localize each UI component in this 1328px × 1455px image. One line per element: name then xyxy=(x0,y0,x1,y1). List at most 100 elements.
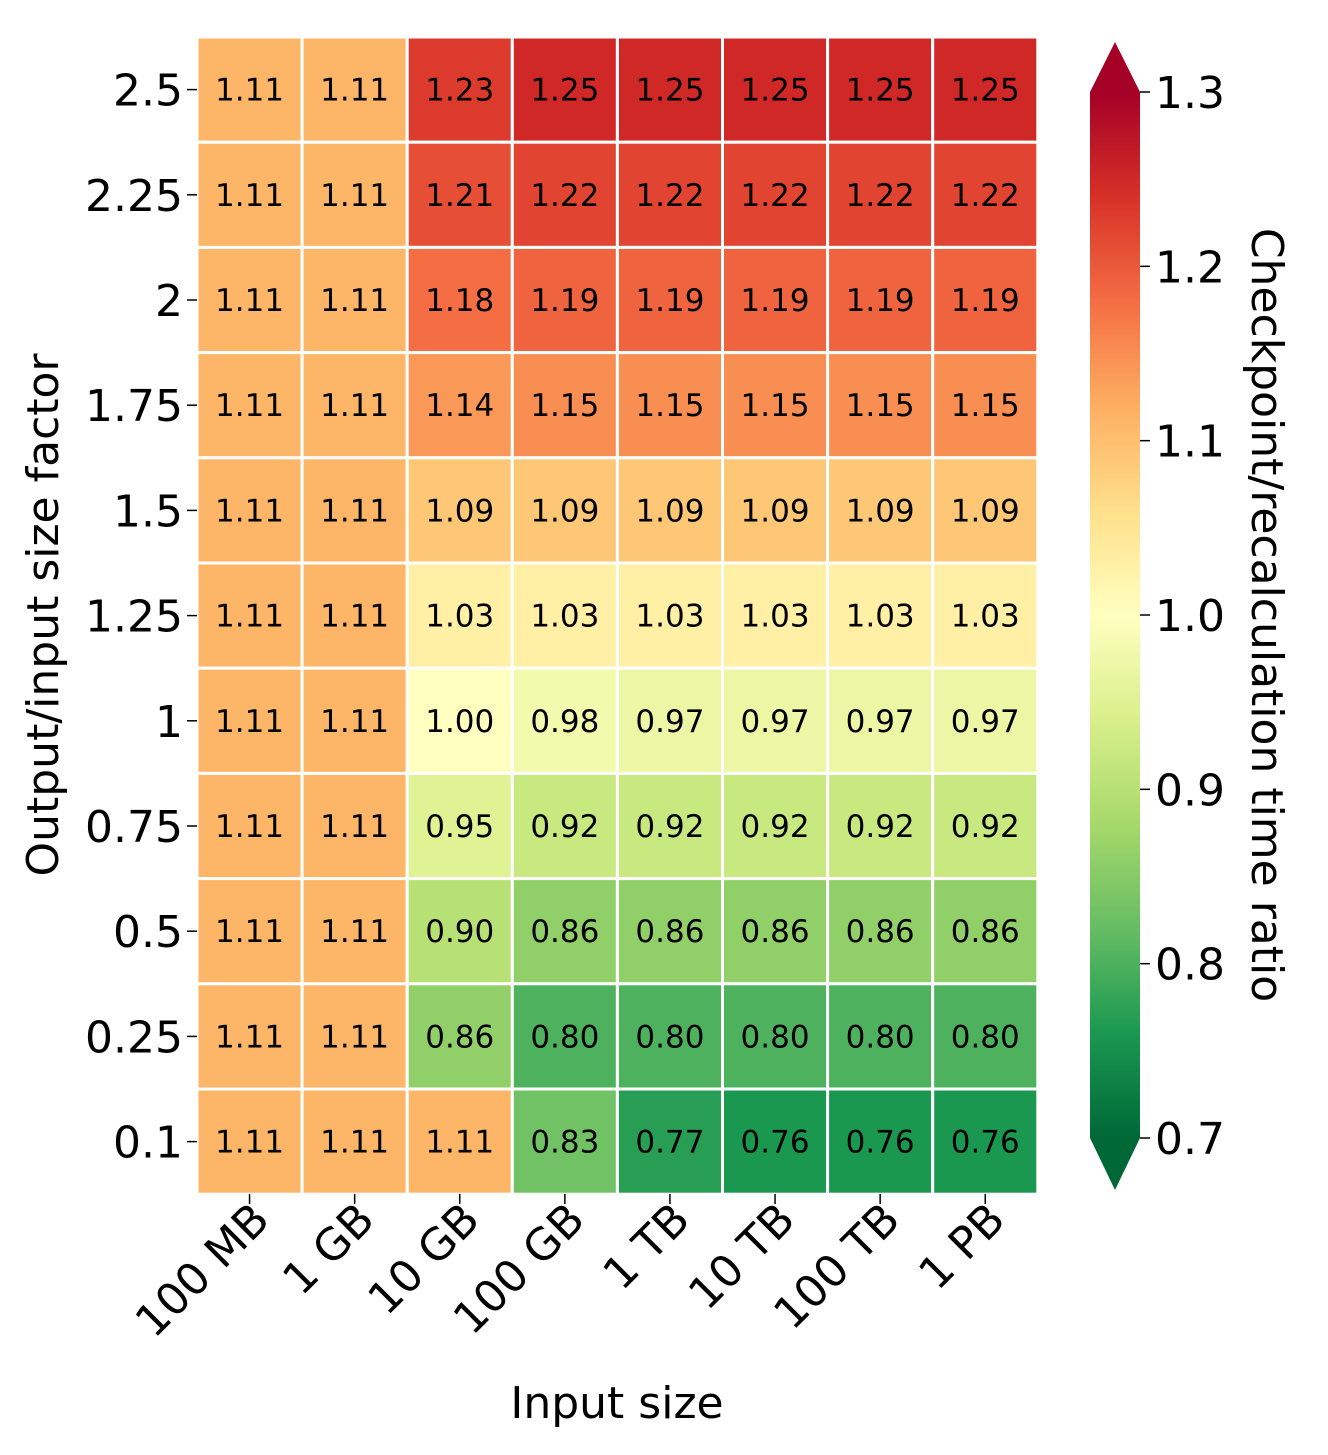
cell-value-label: 0.80 xyxy=(951,1019,1020,1055)
x-axis-label: Input size xyxy=(510,1378,723,1429)
cell-value-label: 1.11 xyxy=(320,493,389,529)
y-tick-label: 1.75 xyxy=(85,381,183,432)
heatmap-cell xyxy=(931,35,1040,144)
heatmap-cell xyxy=(405,351,514,460)
cell-value-label: 1.19 xyxy=(951,283,1020,319)
y-axis-label: Output/input size factor xyxy=(18,353,69,877)
cell-value-label: 1.03 xyxy=(425,599,494,635)
cell-value-label: 1.19 xyxy=(635,283,704,319)
heatmap-cell xyxy=(300,245,409,355)
y-tick-labels: 2.5 2.25 2 1.75 1.5 1.25 1 0.75 0.5 0.25 0.1 xyxy=(85,66,197,1169)
heatmap-cell xyxy=(510,1087,619,1196)
cell-value-label: 0.76 xyxy=(951,1125,1020,1161)
colorbar-extend-max-triangle xyxy=(1090,42,1140,92)
heatmap-cell xyxy=(826,351,935,460)
heatmap-cell xyxy=(826,982,935,1091)
cell-value-label: 1.22 xyxy=(951,178,1020,214)
heatmap-cell xyxy=(826,1087,935,1196)
cell-value-label: 0.86 xyxy=(425,1019,494,1055)
cell-value-label: 1.21 xyxy=(425,178,494,214)
colorbar-tick-label: 1.1 xyxy=(1155,417,1225,468)
colorbar-label: Checkpoint/recalculation time ratio xyxy=(1241,228,1292,1002)
cell-value-label: 0.92 xyxy=(846,809,915,845)
heatmap-cell xyxy=(405,666,514,775)
heatmap-cell xyxy=(615,1087,725,1196)
colorbar-extend-min-triangle xyxy=(1090,1138,1140,1190)
heatmap-cell xyxy=(721,35,830,144)
heatmap-cell xyxy=(195,982,304,1091)
cell-value-label: 1.03 xyxy=(846,599,915,635)
cell-value-label: 0.83 xyxy=(530,1125,599,1161)
heatmap-cell xyxy=(615,245,725,355)
heatmap-cell xyxy=(931,140,1040,249)
cell-value-label: 1.11 xyxy=(320,704,389,740)
heatmap-cell xyxy=(721,140,830,249)
cell-value-label: 0.80 xyxy=(530,1019,599,1055)
heatmap-cell xyxy=(300,666,409,775)
heatmap-cell xyxy=(300,1087,409,1196)
cell-value-label: 1.11 xyxy=(320,599,389,635)
cell-value-label: 1.11 xyxy=(320,1019,389,1055)
heatmap-cell xyxy=(615,561,725,670)
cell-value-label: 0.98 xyxy=(530,704,599,740)
cell-value-label: 1.25 xyxy=(951,73,1020,109)
cell-value-label: 1.09 xyxy=(741,493,810,529)
y-tick-label: 0.25 xyxy=(85,1012,183,1063)
heatmap-cell xyxy=(826,561,935,670)
heatmap-cell xyxy=(931,877,1040,986)
cell-value-label: 1.19 xyxy=(530,283,599,319)
cell-value-label: 1.19 xyxy=(741,283,810,319)
cell-value-label: 0.92 xyxy=(741,809,810,845)
cell-value-label: 0.77 xyxy=(635,1125,704,1161)
colorbar-tick-label: 1.0 xyxy=(1155,591,1225,642)
cell-value-label: 1.15 xyxy=(741,388,810,424)
heatmap-cell xyxy=(510,140,619,249)
y-tick-label: 2.5 xyxy=(113,66,183,117)
heatmap-cell xyxy=(300,982,409,1091)
cell-value-label: 1.25 xyxy=(635,73,704,109)
colorbar-tick-label: 1.2 xyxy=(1155,242,1225,293)
heatmap-cell xyxy=(300,877,409,986)
cell-value-label: 0.86 xyxy=(530,914,599,950)
heatmap-cell xyxy=(300,561,409,670)
cell-value-label: 1.11 xyxy=(320,1125,389,1161)
cell-value-label: 0.92 xyxy=(635,809,704,845)
y-tick-label: 0.75 xyxy=(85,802,183,853)
y-tick-label: 2.25 xyxy=(85,171,183,222)
heatmap-cell xyxy=(615,877,725,986)
cell-value-label: 1.09 xyxy=(635,493,704,529)
colorbar: 0.7 0.8 0.9 1.0 1.1 1.2 1.3 xyxy=(1090,42,1225,1190)
cell-value-label: 1.11 xyxy=(215,704,284,740)
heatmap-cell xyxy=(721,666,830,775)
cell-value-label: 0.90 xyxy=(425,914,494,950)
cell-value-label: 0.95 xyxy=(425,809,494,845)
cell-value-label: 0.76 xyxy=(846,1125,915,1161)
cell-value-label: 1.11 xyxy=(215,178,284,214)
y-tick-label: 1 xyxy=(155,697,183,748)
cell-value-label: 0.86 xyxy=(951,914,1020,950)
heatmap-cell xyxy=(931,771,1040,881)
cell-value-label: 1.11 xyxy=(425,1125,494,1161)
heatmap-cell xyxy=(405,982,514,1091)
colorbar-tick-label: 0.9 xyxy=(1155,765,1225,816)
y-tick-label: 0.1 xyxy=(113,1118,183,1169)
cell-value-label: 1.11 xyxy=(215,493,284,529)
cell-value-label: 1.15 xyxy=(846,388,915,424)
cell-value-label: 1.11 xyxy=(215,809,284,845)
cell-value-label: 0.80 xyxy=(741,1019,810,1055)
heatmap-cell xyxy=(510,877,619,986)
heatmap-cell xyxy=(405,771,514,881)
cell-value-label: 1.09 xyxy=(425,493,494,529)
heatmap-cell xyxy=(510,456,619,565)
cell-value-label: 1.11 xyxy=(215,1019,284,1055)
heatmap-cell xyxy=(405,877,514,986)
heatmap-cell xyxy=(931,982,1040,1091)
y-tick-label: 1.25 xyxy=(85,592,183,643)
x-tick-label: 1 PB xyxy=(909,1194,1015,1300)
heatmap-cell xyxy=(405,245,514,355)
cell-value-label: 1.11 xyxy=(320,178,389,214)
cell-value-label: 1.00 xyxy=(425,704,494,740)
cell-value-label: 1.14 xyxy=(425,388,494,424)
cell-value-label: 1.22 xyxy=(846,178,915,214)
